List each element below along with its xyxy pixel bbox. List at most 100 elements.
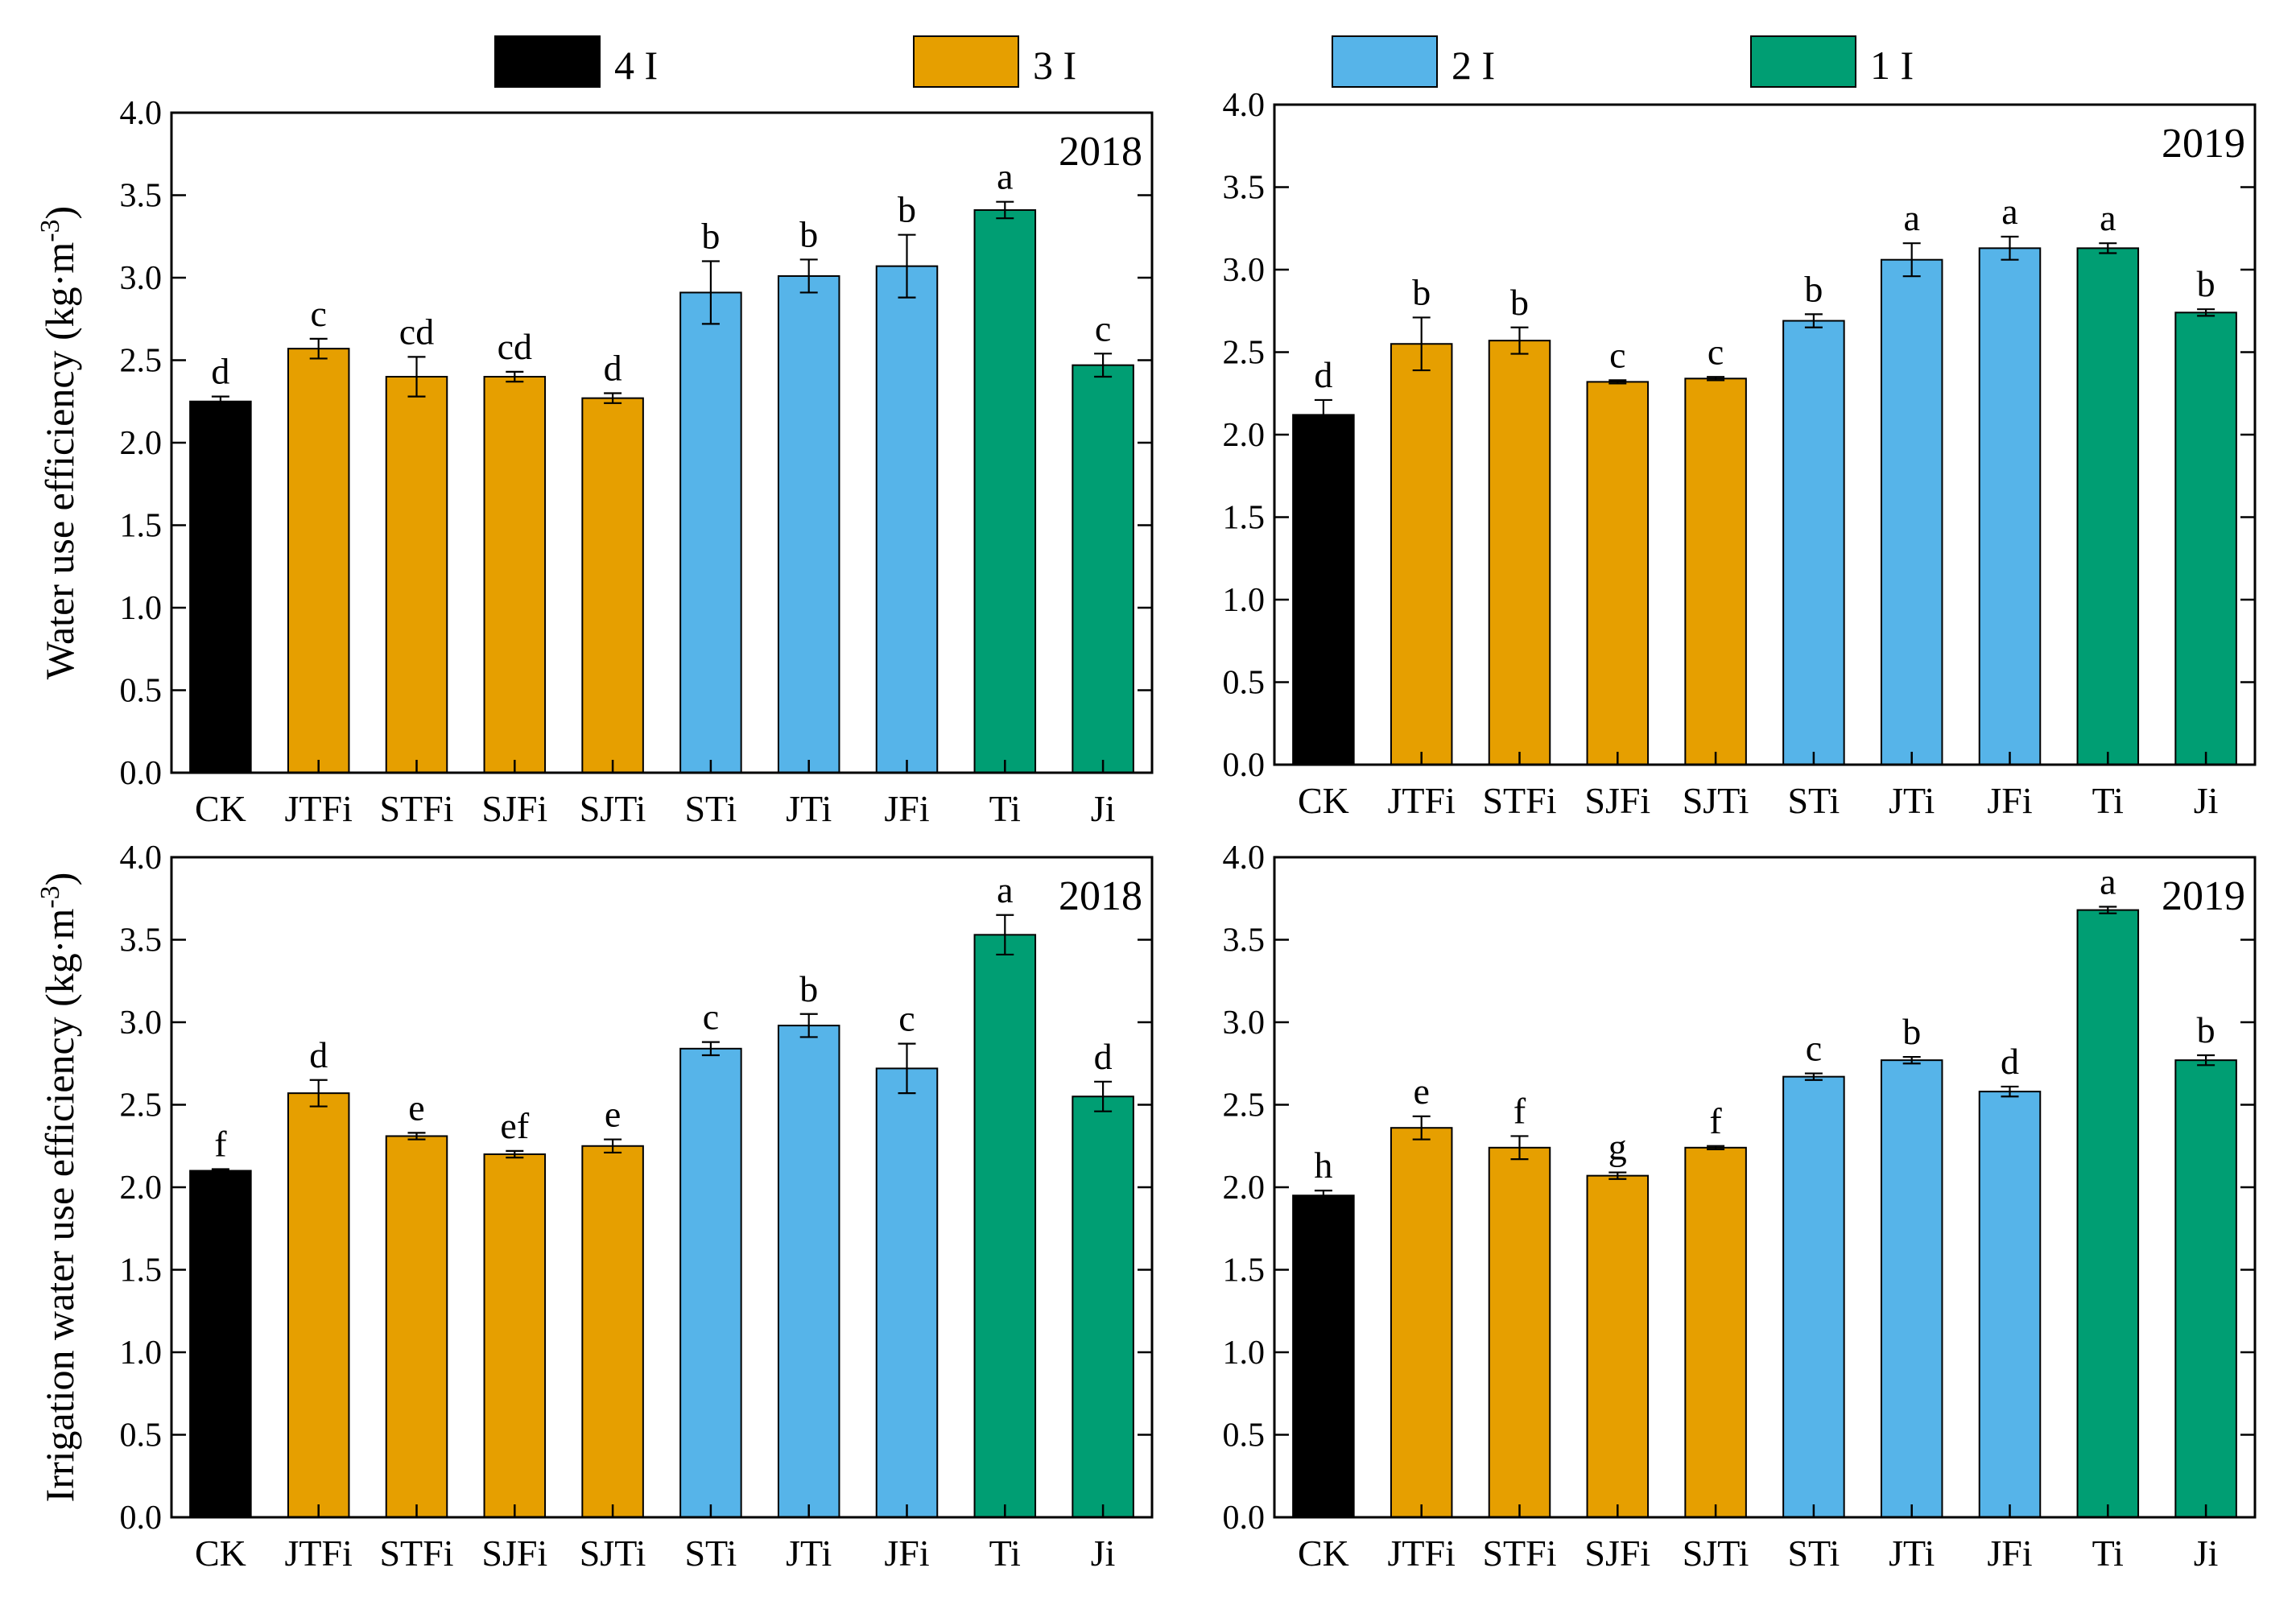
bar-STFi bbox=[1488, 1146, 1551, 1519]
x-tick-label: JTFi bbox=[1388, 780, 1456, 821]
bar-Ti bbox=[2076, 247, 2140, 766]
chart-panel-3: 0.0 0.5 1.0 1.5 2.0 2.5 3.0 3.5 4.0 h CK e JTFi f STFi… bbox=[1223, 840, 2257, 1574]
x-tick-label: JTFi bbox=[1388, 1533, 1456, 1574]
significance-letter: d bbox=[309, 1034, 328, 1075]
legend-swatch-0 bbox=[494, 35, 601, 88]
y-tick-label: 3.0 bbox=[120, 1005, 163, 1042]
significance-letter: b bbox=[1412, 271, 1431, 312]
x-tick-label: CK bbox=[1298, 1533, 1349, 1574]
x-tick-label: Ti bbox=[989, 788, 1021, 829]
x-tick-label: STFi bbox=[1482, 1533, 1556, 1574]
x-tick-label: Ti bbox=[2092, 1533, 2124, 1574]
x-tick-label: CK bbox=[195, 788, 246, 829]
x-tick-label: SJFi bbox=[1584, 780, 1650, 821]
significance-letter: c bbox=[310, 293, 326, 334]
bar-JTFi bbox=[1390, 1127, 1453, 1518]
bar-JFi bbox=[875, 265, 939, 774]
significance-letter: b bbox=[1510, 282, 1529, 323]
x-tick-label: JTi bbox=[1889, 1533, 1935, 1574]
bar-Ti bbox=[973, 934, 1037, 1518]
significance-letter: d bbox=[1094, 1036, 1113, 1077]
y-tick-label: 0.5 bbox=[1223, 1417, 1266, 1454]
x-tick-label: SJTi bbox=[580, 1533, 646, 1574]
significance-letter: c bbox=[703, 996, 719, 1038]
x-tick-label: Ji bbox=[2194, 780, 2219, 821]
panel-year-label: 2018 bbox=[1059, 129, 1142, 175]
bar-Ji bbox=[2174, 1059, 2237, 1518]
bar-Ji bbox=[2174, 312, 2237, 765]
y-axis-label: Irrigation water use efficiency (kg·m-3) bbox=[35, 873, 82, 1503]
bar-STFi bbox=[1488, 340, 1551, 765]
significance-letter: b bbox=[2197, 263, 2215, 304]
bar-SJTi bbox=[581, 1145, 644, 1518]
x-tick-label: CK bbox=[1298, 780, 1349, 821]
x-tick-label: SJTi bbox=[1683, 780, 1749, 821]
bar-JTFi bbox=[287, 348, 350, 774]
significance-letter: h bbox=[1314, 1145, 1332, 1186]
significance-letter: c bbox=[1095, 307, 1111, 349]
y-tick-label: 4.0 bbox=[1223, 87, 1266, 124]
significance-letter: g bbox=[1608, 1127, 1627, 1168]
x-tick-label: STi bbox=[684, 788, 737, 829]
y-tick-label: 1.0 bbox=[120, 590, 163, 627]
panels: 0.00.51.01.52.02.53.03.54.0dCKcJTFicdSTF… bbox=[35, 87, 2257, 1574]
bar-CK bbox=[189, 400, 252, 774]
significance-letter: d bbox=[1314, 354, 1332, 395]
significance-letter: a bbox=[997, 156, 1013, 197]
bar-JTi bbox=[777, 274, 840, 774]
significance-letter: e bbox=[1413, 1071, 1429, 1112]
significance-letter: b bbox=[799, 968, 818, 1009]
x-tick-label: JFi bbox=[1987, 1533, 2032, 1574]
y-axis-label-end: ) bbox=[37, 206, 82, 220]
significance-letter: d bbox=[604, 348, 622, 389]
y-tick-label: 1.5 bbox=[1223, 1252, 1266, 1289]
significance-letter: c bbox=[1609, 334, 1625, 375]
chart-panel-1: 0.0 0.5 1.0 1.5 2.0 2.5 3.0 3.5 4.0 d CK b JTFi b STFi… bbox=[1223, 87, 2257, 821]
significance-letter: f bbox=[1709, 1100, 1722, 1141]
x-tick-label: Ti bbox=[989, 1533, 1021, 1574]
y-axis-label-end: ) bbox=[37, 873, 82, 886]
x-tick-label: Ji bbox=[2194, 1533, 2219, 1574]
significance-letter: b bbox=[799, 213, 818, 254]
significance-letter: c bbox=[898, 998, 915, 1039]
bar-SJFi bbox=[1586, 381, 1650, 765]
y-axis-label-sup: -3 bbox=[35, 219, 65, 241]
y-axis-label: Water use efficiency (kg·m-3) bbox=[35, 206, 82, 679]
x-tick-label: JTFi bbox=[285, 1533, 353, 1574]
x-tick-label: JFi bbox=[884, 788, 929, 829]
bar-SJTi bbox=[581, 397, 644, 774]
y-axis-label-main: Water use efficiency (kg·m bbox=[37, 242, 82, 680]
legend-swatch-2 bbox=[1332, 35, 1438, 88]
bar-SJTi bbox=[1684, 378, 1747, 765]
x-tick-label: SJTi bbox=[580, 788, 646, 829]
bar-STi bbox=[1782, 320, 1845, 765]
significance-letter: a bbox=[997, 869, 1013, 910]
x-tick-label: STi bbox=[1787, 780, 1840, 821]
significance-letter: f bbox=[214, 1123, 227, 1164]
bar-STi bbox=[679, 1047, 742, 1519]
panel-year-label: 2019 bbox=[2162, 873, 2245, 919]
legend: 4 I 3 I 2 I 1 I bbox=[494, 35, 1914, 88]
significance-letter: a bbox=[2100, 197, 2116, 238]
x-tick-label: SJFi bbox=[481, 788, 547, 829]
bar-SJFi bbox=[483, 376, 547, 774]
significance-letter: a bbox=[2100, 861, 2116, 902]
legend-swatch-1 bbox=[913, 35, 1019, 88]
significance-letter: f bbox=[1513, 1090, 1526, 1131]
x-tick-label: JTi bbox=[786, 1533, 832, 1574]
bar-JTFi bbox=[287, 1092, 350, 1518]
x-tick-label: SJTi bbox=[1683, 1533, 1749, 1574]
x-tick-label: Ji bbox=[1091, 1533, 1116, 1574]
y-tick-label: 3.5 bbox=[120, 922, 163, 959]
y-tick-label: 3.5 bbox=[120, 178, 163, 215]
significance-letter: e bbox=[605, 1094, 621, 1135]
bar-Ji bbox=[1072, 364, 1134, 774]
bar-CK bbox=[1292, 414, 1355, 766]
chart-panel-0: 0.00.51.01.52.02.53.03.54.0dCKcJTFicdSTF… bbox=[35, 95, 1154, 829]
plot-frame bbox=[1273, 856, 2257, 1519]
y-tick-label: 1.0 bbox=[1223, 582, 1266, 619]
x-tick-label: SJFi bbox=[1584, 1533, 1650, 1574]
y-tick-label: 0.0 bbox=[1223, 747, 1266, 784]
y-axis-label-main: Irrigation water use efficiency (kg·m bbox=[37, 909, 82, 1503]
